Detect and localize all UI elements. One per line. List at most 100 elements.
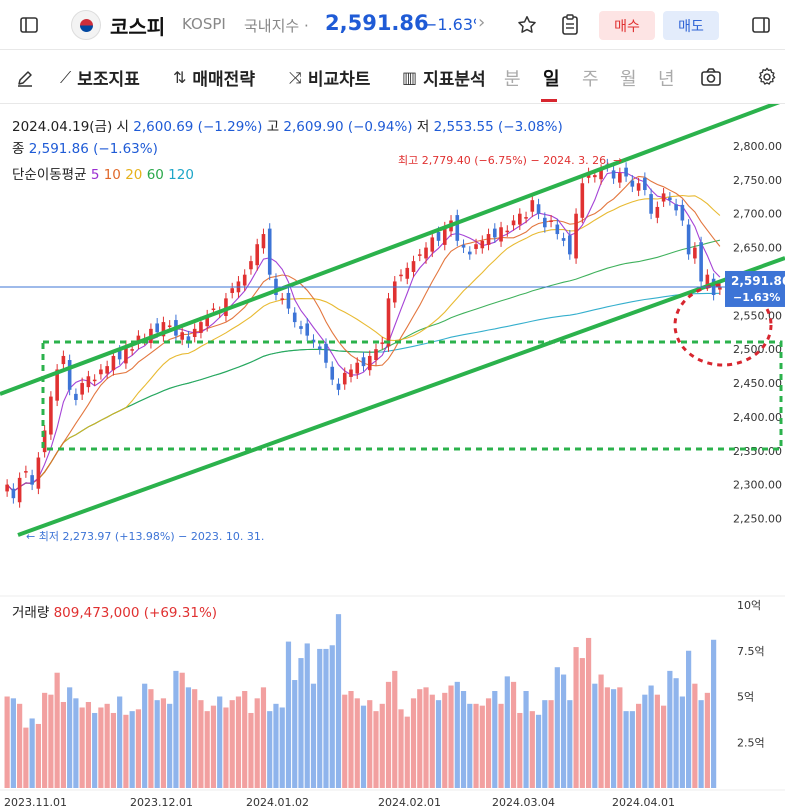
current-price: 2,591.86	[325, 11, 429, 35]
candle-body	[467, 251, 472, 255]
candle-body	[117, 350, 122, 360]
x-tick-label: 2024.04.01	[612, 796, 675, 809]
candle-body	[442, 227, 447, 245]
candle-body	[324, 343, 328, 363]
candle-body	[5, 484, 9, 492]
candle-body	[543, 217, 547, 228]
clipboard-icon[interactable]	[558, 13, 582, 37]
sell-button[interactable]: 매도	[663, 11, 719, 40]
volume-bar	[523, 691, 529, 788]
volume-bar	[192, 689, 198, 788]
camera-icon[interactable]	[699, 65, 723, 89]
panel-toggle-icon[interactable]	[750, 14, 772, 36]
volume-bar	[223, 707, 229, 788]
volume-bar	[123, 714, 129, 788]
volume-bar	[385, 681, 392, 788]
candle-body	[461, 244, 466, 248]
volume-bar	[379, 703, 385, 788]
volume-bar	[104, 703, 110, 788]
period-year[interactable]: 년	[658, 69, 675, 90]
low-annotation: ← 최저 2,273.97 (+13.98%) − 2023. 10. 31.	[26, 530, 264, 543]
candle-body	[199, 322, 203, 333]
candle-body	[455, 215, 460, 241]
volume-bar	[298, 658, 304, 788]
candle-body	[186, 336, 191, 343]
candle-body	[499, 227, 503, 242]
candle-body	[267, 228, 272, 275]
pencil-icon[interactable]	[14, 67, 36, 89]
volume-bar	[479, 705, 485, 788]
price-badge-change: −1.63%	[733, 291, 780, 304]
candle-body	[286, 292, 291, 309]
indicators-button[interactable]: ⟋ 보조지표	[60, 65, 140, 91]
moving-average-legend[interactable]: 단순이동평균 5 10 20 60 120	[12, 163, 194, 183]
volume-bar	[560, 674, 567, 788]
sidebar-toggle-icon[interactable]	[18, 14, 40, 36]
star-icon[interactable]	[515, 13, 539, 37]
candle-body	[536, 204, 541, 214]
close-value: 2,591.86 (−1.63%)	[28, 141, 158, 157]
candle-body	[11, 488, 16, 499]
candle-body	[474, 244, 478, 249]
volume-bar	[410, 698, 417, 788]
price-badge	[725, 270, 785, 307]
candle-body	[17, 477, 22, 503]
candle-body	[30, 475, 34, 485]
x-tick-label: 2024.02.01	[378, 796, 441, 809]
candle-body	[668, 197, 672, 201]
compare-label: 비교차트	[307, 70, 371, 90]
price-chart[interactable]: 2,800.002,750.002,700.002,650.002,600.00…	[0, 104, 785, 812]
candle-body	[230, 288, 235, 293]
volume-bar	[248, 712, 254, 788]
chevron-right-icon[interactable]: ›	[478, 12, 486, 33]
candle-body	[411, 261, 416, 272]
candle-body	[392, 281, 397, 303]
candle-body	[242, 274, 247, 286]
upper-trendline	[0, 104, 781, 396]
compare-button[interactable]: ⤨ 비교차트	[289, 65, 371, 91]
period-week[interactable]: 주	[582, 69, 599, 90]
volume-bar	[704, 692, 710, 788]
candle-body	[424, 247, 428, 259]
volume-value: 809,473,000 (+69.31%)	[53, 605, 218, 621]
candle-body	[124, 345, 128, 364]
volume-bar	[98, 707, 104, 788]
candle-body	[361, 357, 366, 367]
candle-body	[661, 193, 666, 202]
period-minute[interactable]: 분	[504, 69, 521, 90]
candle-body	[674, 204, 678, 211]
volume-bar	[10, 698, 16, 788]
korea-flag-icon	[71, 10, 101, 40]
volume-bar	[654, 694, 660, 788]
volume-bar	[260, 687, 267, 788]
volume-tick-label: 2.5억	[737, 736, 765, 749]
y-tick-label: 2,250.00	[733, 513, 782, 526]
period-day[interactable]: 일	[543, 69, 560, 90]
analysis-button[interactable]: ▥ 지표분석	[402, 65, 486, 90]
volume-bar	[35, 723, 41, 788]
strategy-button[interactable]: ⇅ 매매전략	[173, 65, 255, 90]
volume-bar	[610, 689, 617, 788]
volume-bar	[279, 707, 285, 788]
volume-bar	[160, 698, 167, 788]
candle-body	[693, 247, 697, 259]
period-month[interactable]: 월	[620, 69, 637, 90]
volume-bar	[85, 701, 92, 788]
candle-body	[255, 244, 260, 266]
volume-bar	[517, 712, 523, 788]
volume-bar	[535, 714, 542, 788]
x-tick-label: 2023.12.01	[130, 796, 193, 809]
volume-bar	[423, 687, 429, 788]
y-tick-label: 2,300.00	[733, 479, 782, 492]
highlight-circle	[673, 283, 773, 367]
candle-body	[74, 393, 78, 400]
volume-bar	[23, 727, 29, 788]
candle-body	[593, 175, 597, 178]
candle-body	[367, 355, 372, 371]
volume-info: 거래량 809,473,000 (+69.31%)	[12, 601, 217, 621]
y-tick-label: 2,750.00	[733, 174, 782, 187]
settings-gear-icon[interactable]	[755, 65, 779, 89]
candle-body	[524, 217, 528, 219]
volume-bar	[629, 711, 635, 788]
buy-button[interactable]: 매수	[599, 11, 655, 40]
